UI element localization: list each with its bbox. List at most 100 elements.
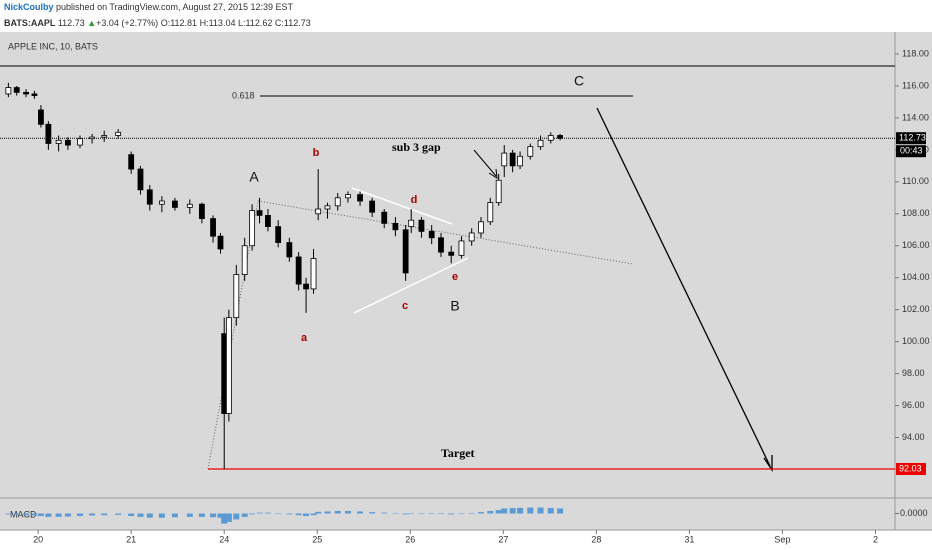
macd-bar (37, 513, 44, 517)
candle-body (295, 256, 302, 285)
candle-body (146, 189, 153, 205)
candle-body (221, 333, 228, 414)
candle-body (537, 139, 544, 148)
arrow-line (596, 107, 771, 467)
x-tick-label: 25 (312, 534, 322, 544)
macd-bar (221, 513, 228, 524)
annotation: C (574, 73, 584, 89)
annotation: e (452, 271, 458, 283)
macd-bar (225, 513, 232, 522)
candle-body (55, 139, 62, 144)
candle-body (458, 240, 465, 256)
macd-bar (315, 511, 322, 514)
dotted-line (207, 200, 259, 470)
annotation: Target (441, 446, 475, 460)
y-tick-label: 114.00 (902, 112, 929, 122)
candle-body (256, 210, 263, 216)
candle-body (210, 218, 216, 237)
symbol: BATS:AAPL (4, 18, 56, 28)
candle-body (310, 258, 317, 290)
y-tick-label: 116.00 (902, 80, 929, 90)
annotation: a (301, 332, 308, 344)
triangle-line (351, 187, 453, 225)
y-tick-label: 118.00 (902, 48, 929, 58)
candle-body (381, 211, 388, 224)
price-axis (895, 32, 932, 530)
candle-body (101, 135, 108, 138)
candle-body (487, 202, 494, 223)
y-tick-label: 100.00 (902, 336, 930, 346)
annotation: c (402, 300, 408, 312)
last: 112.73 (58, 18, 85, 28)
y-tick-label: 108.00 (902, 208, 930, 218)
candle-body (315, 208, 322, 215)
y-tick-label: 102.00 (902, 304, 930, 314)
macd-bar (137, 513, 144, 517)
x-tick-label: 28 (591, 534, 601, 544)
macd-bar (55, 513, 62, 517)
candle-body (115, 131, 122, 136)
plot: 94.00 96.00 98.00 100.00 102.00 104.00 106.00 1… (0, 48, 930, 544)
candle-body (438, 237, 444, 253)
candle-body (303, 283, 309, 290)
macd-bar (344, 510, 351, 514)
author[interactable]: NickCoulby (4, 2, 54, 12)
annotation: 0.618 (232, 90, 255, 100)
candle-body (89, 136, 96, 140)
target-box (896, 463, 926, 475)
candle-body (31, 93, 38, 96)
x-tick-label: 20 (33, 534, 43, 544)
candle-body (369, 200, 376, 213)
macd-bar (334, 510, 341, 514)
candle-body (249, 210, 256, 247)
low: L:112.62 (238, 18, 272, 28)
candle-body (517, 155, 523, 167)
macd-bar (392, 513, 399, 514)
macd-bar (527, 507, 534, 514)
macd-bar (128, 513, 135, 517)
x-tick-label: Sep (774, 534, 790, 544)
macd-bar (286, 513, 293, 515)
candle-body (241, 245, 248, 275)
x-tick-label: 21 (126, 534, 136, 544)
macd-bar (210, 513, 217, 518)
candle-body (286, 242, 293, 258)
annotation: sub 3 gap (392, 140, 441, 154)
macd-bar (408, 513, 415, 514)
x-tick-label: 2 (873, 534, 878, 544)
candle-body (495, 179, 502, 204)
macd-bar (77, 513, 84, 517)
gap-arrow-head (488, 168, 498, 179)
last-price-label: 112.73 (899, 133, 926, 143)
macd-bar (437, 513, 444, 515)
macd-bar (303, 513, 310, 517)
macd-bar (537, 507, 544, 514)
countdown-label: 00:43 (900, 146, 923, 156)
macd-bar (487, 510, 494, 514)
candle-body (275, 226, 282, 243)
candle-body (468, 232, 475, 242)
high: H:113.04 (200, 18, 236, 28)
macd-bar (357, 511, 364, 514)
candle-body (501, 152, 508, 167)
chart-background (0, 32, 895, 498)
target-label: 92.03 (899, 463, 922, 473)
macd-bar (217, 513, 224, 518)
macd-tick-label: 0.0000 (900, 508, 928, 518)
candle-body (324, 205, 331, 210)
macd-bar (146, 513, 153, 518)
macd-bar (45, 513, 52, 517)
macd-bar (381, 512, 388, 514)
x-tick-label: 31 (684, 534, 694, 544)
macd-bar (509, 508, 516, 514)
header-line: NickCoulby published on TradingView.com,… (4, 2, 294, 12)
macd-bar (295, 513, 302, 516)
candle-body (392, 222, 399, 231)
macd-bar (158, 513, 165, 518)
macd-bar (241, 513, 248, 517)
y-tick-label: 94.00 (902, 432, 925, 442)
macd-bar (264, 512, 271, 514)
change: +3.04 (+2.77%) (96, 18, 158, 28)
macd-bar (468, 512, 475, 514)
